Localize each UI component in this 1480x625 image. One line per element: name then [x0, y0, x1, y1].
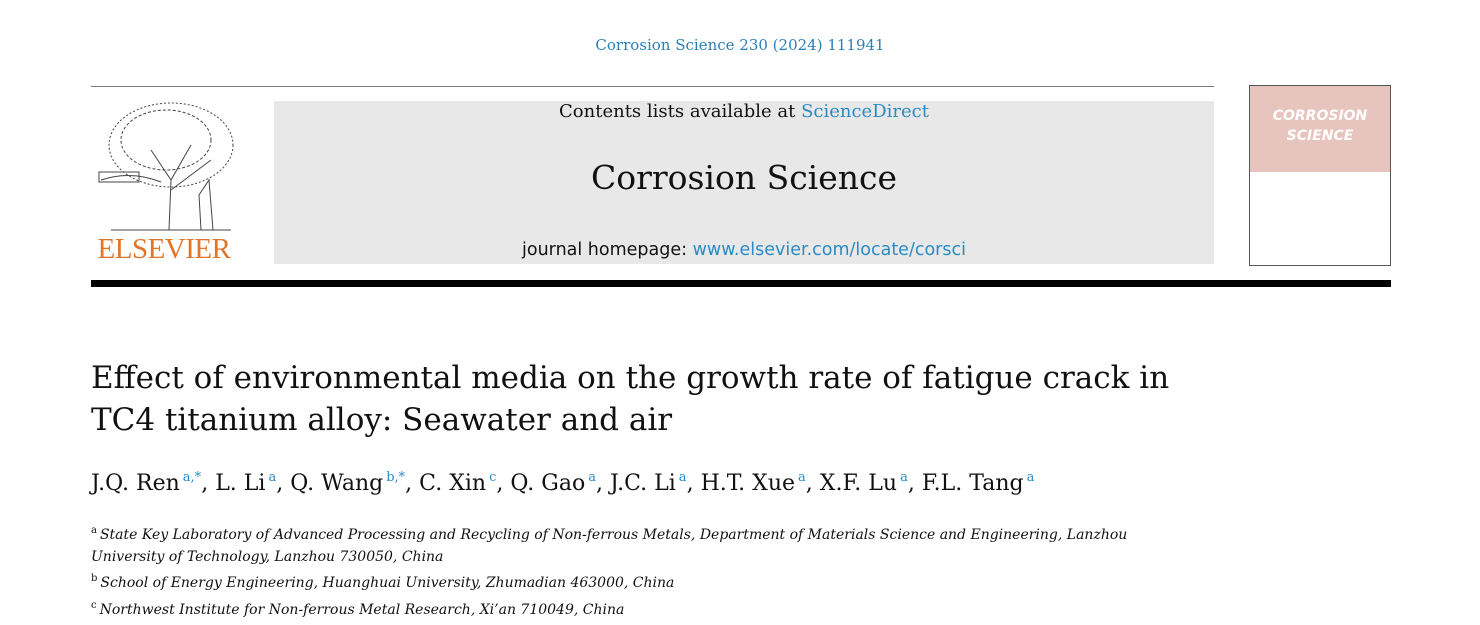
homepage-link[interactable]: www.elsevier.com/locate/corsci	[692, 240, 966, 260]
author-list: J.Q. Ren a,*, L. Li a, Q. Wang b,*, C. Xin c…	[91, 470, 1035, 496]
author[interactable]: C. Xin c	[419, 470, 497, 496]
homepage-label: journal homepage:	[522, 240, 693, 260]
author-affiliation-marker[interactable]: a	[900, 470, 908, 485]
tree-icon	[98, 102, 234, 231]
author[interactable]: F.L. Tang a	[921, 470, 1035, 496]
author[interactable]: H.T. Xue a	[700, 470, 806, 496]
author-affiliation-marker[interactable]: a	[1026, 470, 1035, 485]
homepage-line: journal homepage: www.elsevier.com/locat…	[274, 240, 1214, 260]
affiliation-key: b	[91, 573, 98, 584]
affiliation-key: c	[91, 599, 97, 611]
author-name: X.F. Lu	[819, 471, 898, 496]
author-name: J.Q. Ren	[91, 471, 180, 496]
header-rule	[91, 280, 1391, 287]
sciencedirect-link[interactable]: ScienceDirect	[801, 101, 929, 122]
author-name: Q. Gao	[510, 471, 586, 496]
contents-label: Contents lists available at	[559, 101, 802, 122]
author-name: J.C. Li	[610, 471, 676, 496]
cover-title-line2: SCIENCE	[1286, 128, 1354, 144]
affiliation-text: State Key Laboratory of Advanced Process…	[91, 527, 1128, 565]
author[interactable]: Q. Gao a	[510, 470, 596, 496]
journal-banner: Contents lists available at ScienceDirec…	[274, 101, 1214, 264]
author[interactable]: J.Q. Ren a,*	[91, 470, 202, 496]
author-affiliation-marker[interactable]: a	[798, 470, 806, 485]
author-affiliation-marker[interactable]: c	[489, 470, 497, 485]
affiliation-text: Northwest Institute for Non-ferrous Meta…	[99, 601, 625, 618]
contents-line: Contents lists available at ScienceDirec…	[274, 101, 1214, 122]
author-name: C. Xin	[419, 471, 487, 496]
author[interactable]: J.C. Li a	[610, 470, 687, 496]
author[interactable]: L. Li a	[215, 470, 277, 496]
elsevier-logo[interactable]: ELSEVIER	[91, 100, 237, 266]
author-name: Q. Wang	[290, 471, 384, 496]
author-affiliation-marker[interactable]: a	[588, 470, 596, 485]
author-name: F.L. Tang	[921, 471, 1024, 496]
journal-citation-link[interactable]: Corrosion Science 230 (2024) 111941	[595, 36, 885, 54]
article-title: Effect of environmental media on the gro…	[91, 360, 1170, 438]
author-affiliation-marker[interactable]: a	[268, 470, 277, 485]
affiliation: b School of Energy Engineering, Huanghuai…	[91, 568, 1191, 595]
cover-header	[1250, 86, 1390, 172]
affiliation: c Northwest Institute for Non-ferrous Met…	[91, 595, 1191, 622]
journal-cover-image[interactable]: CORROSION SCIENCE	[1249, 85, 1391, 266]
author[interactable]: Q. Wang b,*	[290, 470, 406, 496]
header-divider	[91, 86, 1214, 87]
author-name: H.T. Xue	[700, 471, 796, 496]
journal-name: Corrosion Science	[590, 158, 898, 197]
affiliation: a State Key Laboratory of Advanced Proces…	[91, 520, 1191, 568]
elsevier-wordmark: ELSEVIER	[97, 233, 231, 265]
affiliation-key: a	[91, 525, 97, 536]
affiliations: a State Key Laboratory of Advanced Proces…	[91, 520, 1191, 621]
author-affiliation-marker[interactable]: b,*	[386, 470, 406, 485]
affiliation-text: School of Energy Engineering, Huanghuai …	[100, 575, 675, 591]
author-affiliation-marker[interactable]: a,*	[182, 470, 202, 485]
author-affiliation-marker[interactable]: a	[678, 470, 687, 485]
author[interactable]: X.F. Lu a	[819, 470, 908, 496]
cover-title-line1: CORROSION	[1272, 108, 1368, 124]
author-name: L. Li	[215, 471, 266, 496]
